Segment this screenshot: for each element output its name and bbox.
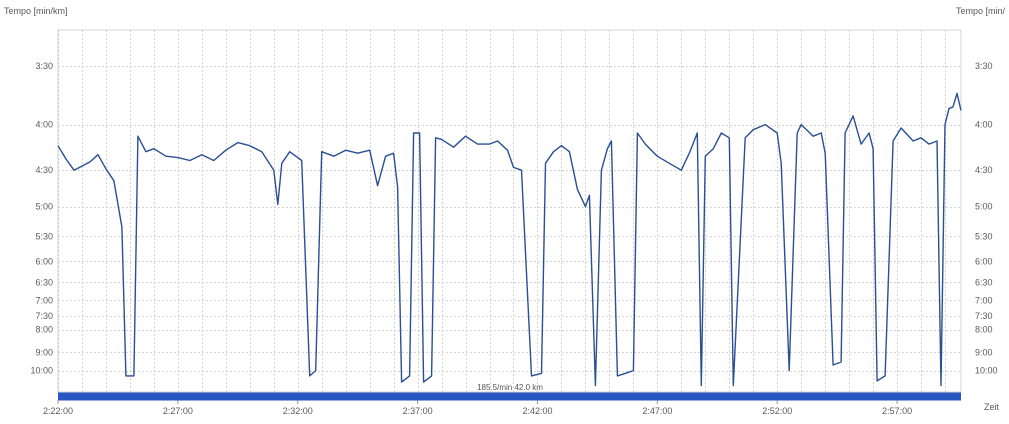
- y-tick-label-left: 6:30: [35, 277, 53, 287]
- x-axis: 2:22:00 2:27:00 2:32:00 2:37:00 2:42:00 2:47:…: [43, 400, 912, 416]
- x-tick-label: 2:27:00: [163, 406, 193, 416]
- y-tick-label-right: 10:00: [975, 366, 998, 376]
- x-tick-label: 2:22:00: [43, 406, 73, 416]
- x-tick-label: 2:42:00: [522, 406, 552, 416]
- y-tick-label-right: 4:00: [975, 120, 993, 130]
- y-tick-label-left: 10:00: [30, 366, 53, 376]
- y-tick-label-left: 5:00: [35, 202, 53, 212]
- y-tick-label-right: 6:30: [975, 277, 993, 287]
- grid: [57, 29, 962, 393]
- y-tick-label-right: 6:00: [975, 256, 993, 266]
- x-tick-label: 2:47:00: [642, 406, 672, 416]
- y-tick-label-left: 4:30: [35, 165, 53, 175]
- y-tick-label-left: 7:00: [35, 295, 53, 305]
- y-tick-label-left: 4:00: [35, 120, 53, 130]
- y-axis-left: 3:30 4:00 4:30 5:00 5:30 6:00 6:30 7:00 7:30 8:00…: [30, 61, 53, 376]
- y-tick-label-right: 4:30: [975, 165, 993, 175]
- x-tick-label: 2:57:00: [882, 406, 912, 416]
- x-tick-label: 2:37:00: [403, 406, 433, 416]
- y-tick-label-right: 7:00: [975, 295, 993, 305]
- y-axis-title-left: Tempo [min/km]: [4, 6, 68, 16]
- summary-bar-label: 185.5/min 42.0 km: [477, 383, 543, 392]
- x-tick-label: 2:52:00: [762, 406, 792, 416]
- y-tick-label-right: 5:30: [975, 231, 993, 241]
- y-tick-label-left: 8:00: [35, 325, 53, 335]
- y-axis-right: 3:30 4:00 4:30 5:00 5:30 6:00 6:30 7:00 7:30 8:00…: [975, 61, 998, 376]
- y-tick-label-left: 3:30: [35, 61, 53, 71]
- y-tick-label-left: 5:30: [35, 231, 53, 241]
- y-tick-label-right: 5:00: [975, 202, 993, 212]
- pace-line: [57, 92, 962, 387]
- y-tick-label-right: 7:30: [975, 311, 993, 321]
- plot-frame: [57, 29, 962, 393]
- y-tick-label-left: 6:00: [35, 256, 53, 266]
- x-tick-label: 2:32:00: [283, 406, 313, 416]
- y-tick-label-left: 7:30: [35, 311, 53, 321]
- y-tick-label-right: 3:30: [975, 61, 993, 71]
- y-tick-label-right: 9:00: [975, 347, 993, 357]
- y-tick-label-left: 9:00: [35, 347, 53, 357]
- x-axis-title: Zeit: [984, 402, 1000, 412]
- y-axis-title-right: Tempo [min/: [956, 6, 1006, 16]
- summary-bar: [58, 392, 961, 401]
- y-tick-label-right: 8:00: [975, 325, 993, 335]
